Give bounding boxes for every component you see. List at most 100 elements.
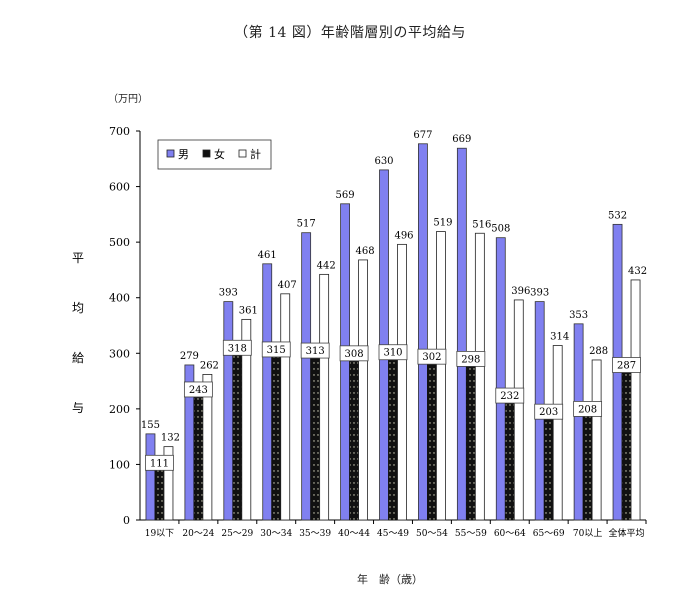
legend-swatch-男	[166, 149, 175, 158]
data-label-box-女	[261, 341, 291, 358]
data-label-box-女	[222, 339, 252, 356]
bar-女	[582, 404, 593, 521]
bar-男	[340, 203, 350, 521]
legend: 男女計	[157, 139, 272, 170]
x-category-label: 20～24	[182, 529, 214, 539]
bar-女	[543, 406, 554, 521]
data-label-計: 407	[278, 280, 297, 291]
data-label-box-女	[495, 387, 525, 404]
bar-女	[427, 351, 437, 521]
legend-label-計: 計	[250, 147, 261, 161]
y-axis-title-char: 均	[72, 301, 84, 315]
y-tick-label: 700	[109, 125, 130, 138]
y-axis-title-char: 平	[72, 251, 84, 265]
bar-男	[262, 263, 273, 521]
data-label-男: 461	[258, 250, 277, 261]
data-label-女: 232	[500, 391, 519, 402]
bar-男	[301, 232, 312, 521]
data-label-box-女	[612, 357, 641, 373]
data-label-計: 516	[472, 219, 491, 230]
legend-box	[157, 139, 272, 170]
bar-男	[418, 143, 428, 521]
data-label-計: 361	[239, 305, 258, 316]
data-label-男: 393	[219, 288, 238, 299]
data-label-box-女	[183, 381, 213, 398]
data-label-計: 519	[433, 218, 452, 229]
bar-女	[465, 353, 476, 521]
bar-計	[630, 279, 641, 521]
data-label-男: 353	[569, 310, 588, 321]
data-label-女: 302	[422, 352, 441, 363]
bar-計	[202, 374, 213, 521]
data-label-box-女	[534, 403, 564, 420]
data-label-女: 287	[617, 361, 636, 372]
data-label-計: 288	[589, 346, 608, 357]
bar-女	[232, 342, 243, 521]
bar-男	[456, 147, 467, 521]
data-label-男: 393	[530, 288, 549, 299]
data-label-女: 310	[383, 348, 402, 359]
y-tick-label: 200	[109, 403, 130, 416]
bar-男	[223, 301, 234, 521]
bar-男	[495, 237, 506, 521]
bar-計	[474, 232, 485, 521]
x-category-label: 25～29	[221, 529, 253, 539]
data-label-女: 243	[189, 385, 208, 396]
data-label-box-女	[339, 345, 369, 362]
bar-女	[310, 345, 321, 521]
x-category-label: 全体平均	[609, 527, 645, 539]
data-label-計: 262	[200, 360, 219, 371]
data-label-女: 208	[578, 404, 597, 415]
data-label-女: 203	[539, 407, 558, 418]
data-label-box-女	[145, 454, 174, 471]
data-label-計: 396	[511, 286, 530, 297]
data-label-男: 155	[141, 420, 160, 431]
data-label-男: 630	[374, 156, 393, 167]
legend-swatch-計	[238, 149, 247, 158]
bar-計	[163, 446, 174, 521]
legend-label-女: 女	[214, 147, 225, 161]
x-category-label: 19以下	[145, 529, 174, 539]
bar-計	[280, 293, 291, 521]
data-label-男: 569	[336, 190, 355, 201]
data-label-box-女	[378, 344, 408, 361]
legend-label-男: 男	[178, 148, 189, 161]
bar-計	[319, 273, 330, 521]
data-label-男: 669	[452, 134, 471, 145]
bar-計	[241, 318, 252, 521]
bar-計	[552, 345, 563, 521]
data-label-男: 508	[491, 224, 510, 235]
legend-swatch-女	[202, 149, 211, 158]
data-label-女: 308	[345, 349, 364, 360]
x-category-label: 35～39	[299, 529, 331, 539]
data-label-女: 315	[267, 345, 286, 356]
bar-計	[397, 243, 407, 521]
x-category-label: 30～34	[260, 529, 292, 539]
x-category-label: 45～49	[377, 529, 409, 539]
data-labels: 1551321112792622433933613184614073155174…	[141, 130, 647, 471]
bar-女	[621, 360, 632, 521]
x-category-label: 65～69	[533, 529, 565, 539]
data-label-box-女	[573, 401, 603, 417]
y-axis-title-char: 給	[72, 351, 84, 365]
data-label-計: 132	[161, 433, 180, 444]
bar-男	[573, 323, 584, 521]
bar-女	[388, 347, 398, 521]
x-axis-title: 年 齢（歳）	[357, 573, 423, 586]
data-label-box-女	[456, 350, 486, 367]
data-label-男: 677	[413, 130, 432, 141]
y-tick-label: 0	[123, 514, 130, 527]
data-label-計: 432	[628, 266, 647, 277]
data-label-女: 111	[150, 458, 169, 469]
x-category-label: 50～54	[416, 529, 448, 539]
data-label-女: 318	[228, 343, 247, 354]
bar-男	[145, 433, 156, 521]
y-tick-label: 500	[109, 236, 130, 249]
y-tick-label: 400	[109, 292, 130, 305]
data-label-女: 313	[306, 346, 325, 357]
data-label-計: 314	[550, 332, 569, 343]
data-label-男: 517	[297, 219, 316, 230]
bar-女	[271, 344, 282, 521]
data-label-女: 298	[461, 354, 480, 365]
